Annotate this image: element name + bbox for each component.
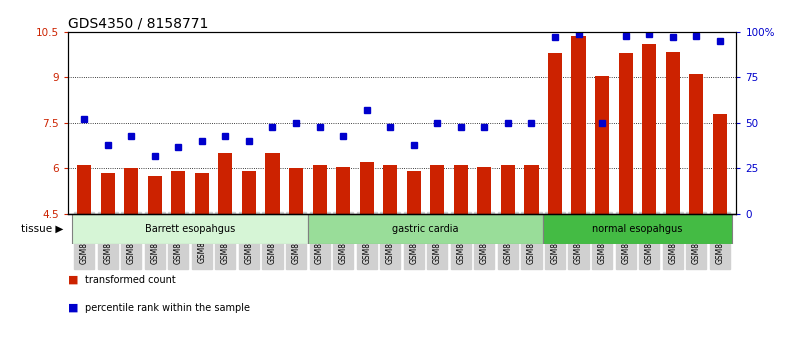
Bar: [543, 214, 732, 244]
Bar: [265, 153, 279, 214]
Bar: [195, 173, 209, 214]
Bar: [242, 171, 256, 214]
Bar: [407, 171, 421, 214]
Bar: [218, 153, 232, 214]
Bar: [642, 44, 656, 214]
Text: ■: ■: [68, 303, 78, 313]
Bar: [171, 171, 185, 214]
Text: gastric cardia: gastric cardia: [392, 224, 458, 234]
Bar: [618, 53, 633, 214]
Text: percentile rank within the sample: percentile rank within the sample: [85, 303, 250, 313]
Bar: [72, 214, 308, 244]
Text: Barrett esopahgus: Barrett esopahgus: [145, 224, 235, 234]
Bar: [336, 167, 350, 214]
Bar: [548, 53, 562, 214]
Bar: [454, 165, 468, 214]
Bar: [308, 214, 543, 244]
Bar: [478, 167, 491, 214]
Bar: [501, 165, 515, 214]
Bar: [525, 165, 539, 214]
Bar: [100, 173, 115, 214]
Bar: [689, 74, 704, 214]
Bar: [712, 114, 727, 214]
Bar: [383, 165, 397, 214]
Bar: [77, 165, 92, 214]
Bar: [572, 36, 586, 214]
Text: ■: ■: [68, 275, 78, 285]
Bar: [148, 176, 162, 214]
Text: tissue ▶: tissue ▶: [21, 224, 64, 234]
Text: transformed count: transformed count: [85, 275, 176, 285]
Bar: [360, 162, 374, 214]
Bar: [665, 52, 680, 214]
Text: normal esopahgus: normal esopahgus: [592, 224, 683, 234]
Bar: [313, 165, 326, 214]
Bar: [430, 165, 444, 214]
Bar: [289, 169, 303, 214]
Bar: [595, 76, 609, 214]
Bar: [124, 169, 139, 214]
Text: GDS4350 / 8158771: GDS4350 / 8158771: [68, 17, 208, 31]
